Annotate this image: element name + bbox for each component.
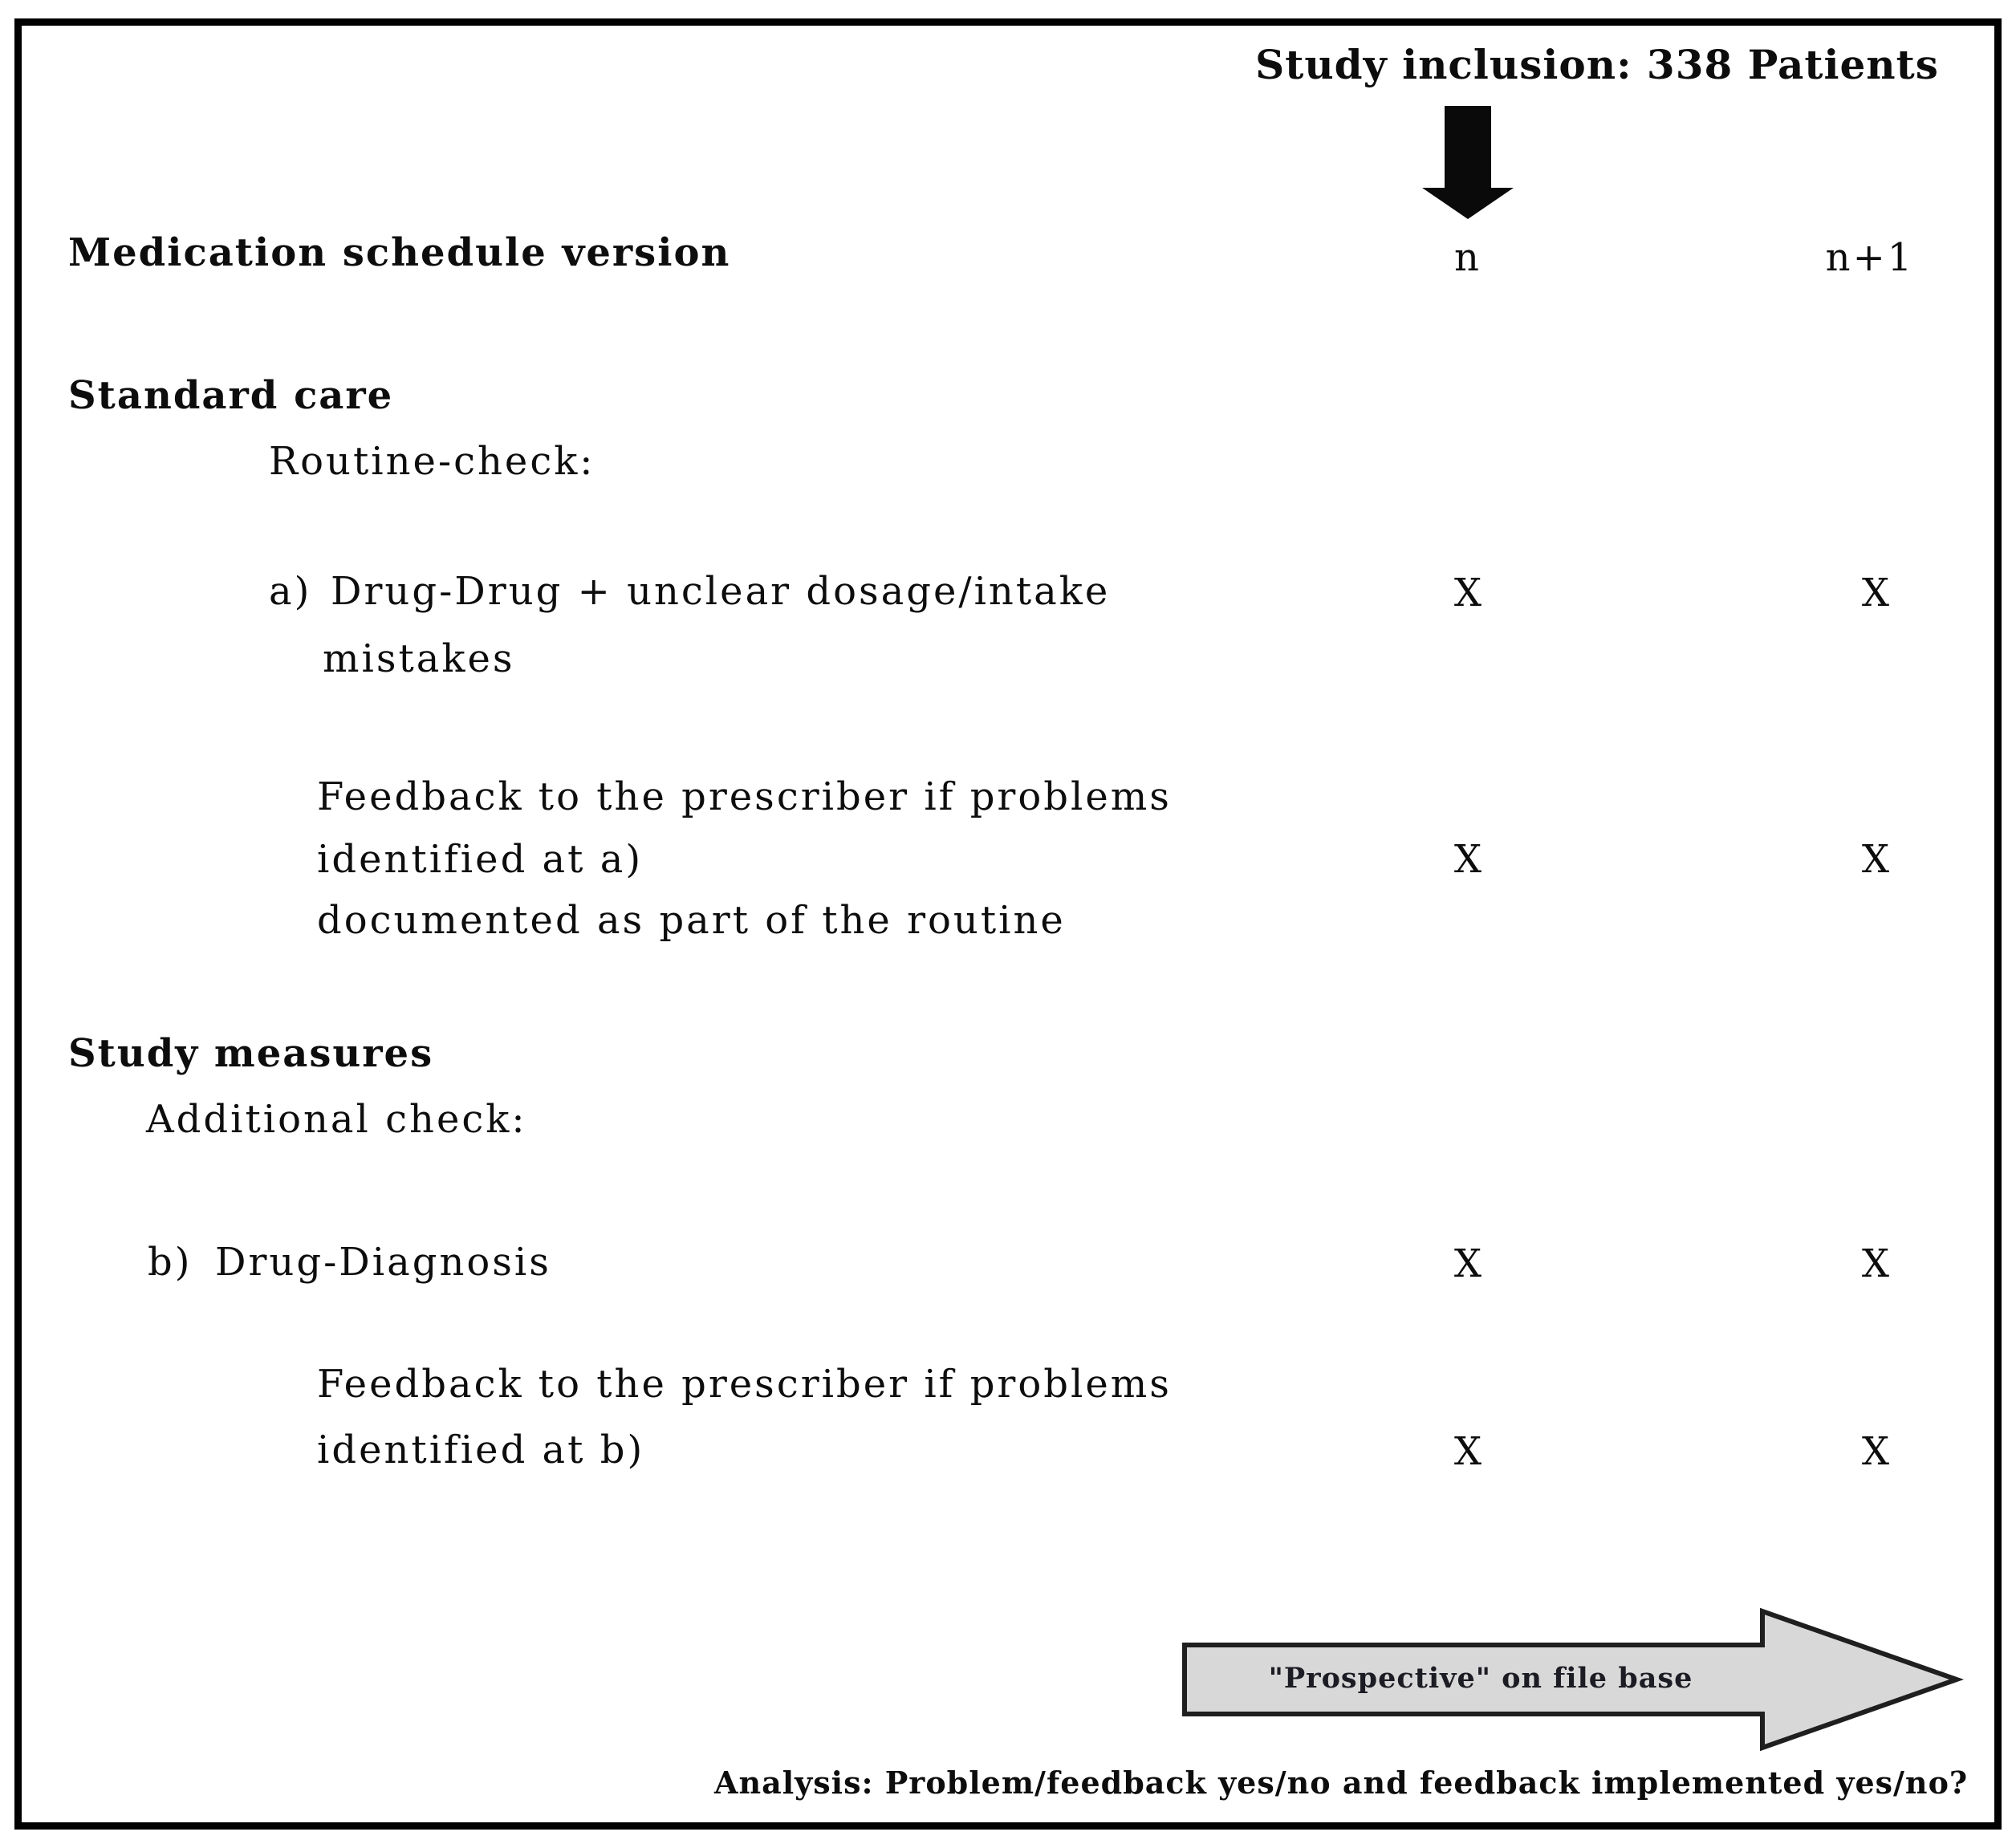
- item-a-line2: mistakes: [323, 636, 515, 681]
- additional-check-label: Additional check:: [146, 1097, 527, 1142]
- item-b-marker: b): [148, 1240, 193, 1285]
- column-n-plus-1-label: n+1: [1825, 235, 1915, 280]
- study-measures-heading: Study measures: [68, 1031, 434, 1076]
- feedback-a-line3: documented as part of the routine: [317, 898, 1066, 943]
- row-header-label: Medication schedule version: [68, 230, 731, 275]
- standard-care-heading: Standard care: [68, 373, 394, 418]
- down-arrow-icon: [1422, 106, 1514, 219]
- figure-border: [14, 18, 2002, 1830]
- figure-title: Study inclusion: 338 Patients: [1255, 41, 1939, 88]
- item-a-x-n-plus-1: X: [1861, 571, 1890, 615]
- item-a-line1: Drug-Drug + unclear dosage/intake: [331, 569, 1111, 614]
- analysis-note: Analysis: Problem/feedback yes/no and fe…: [714, 1765, 1969, 1801]
- item-a-marker: a): [269, 569, 312, 614]
- feedback-a-x-n-plus-1: X: [1861, 837, 1890, 882]
- item-a-x-n: X: [1453, 571, 1482, 615]
- item-b-x-n-plus-1: X: [1861, 1241, 1890, 1286]
- feedback-a-line2: identified at a): [317, 837, 644, 882]
- prospective-arrow-label: "Prospective" on file base: [1268, 1662, 1693, 1695]
- feedback-a-line1: Feedback to the prescriber if problems: [317, 774, 1172, 819]
- feedback-b-line2: identified at b): [317, 1428, 645, 1472]
- feedback-b-line1: Feedback to the prescriber if problems: [317, 1362, 1172, 1407]
- column-n-label: n: [1454, 235, 1482, 280]
- feedback-b-x-n-plus-1: X: [1861, 1429, 1890, 1474]
- feedback-a-x-n: X: [1453, 837, 1482, 882]
- feedback-b-x-n: X: [1453, 1429, 1482, 1474]
- item-b-line1: Drug-Diagnosis: [215, 1240, 551, 1285]
- item-b-x-n: X: [1453, 1241, 1482, 1286]
- right-arrow-icon: [1182, 1607, 1965, 1752]
- routine-check-label: Routine-check:: [269, 439, 595, 484]
